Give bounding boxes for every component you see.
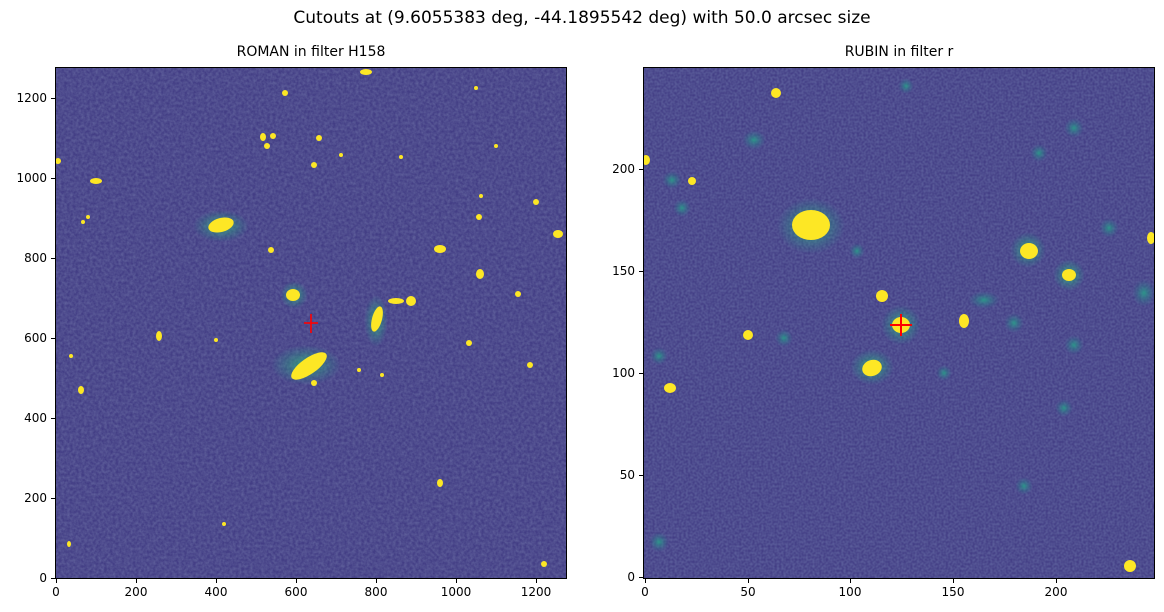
roman-xtick: 800	[364, 585, 388, 599]
roman-ytick: 200	[24, 491, 47, 505]
roman-ytick: 0	[39, 571, 47, 585]
rubin-panel-title: RUBIN in filter r	[844, 44, 954, 60]
roman-image-axes	[55, 67, 567, 579]
roman-ytick: 400	[24, 411, 47, 425]
roman-xtick: 1200	[520, 585, 552, 599]
rubin-ytick: 0	[627, 570, 635, 584]
roman-xtick: 400	[204, 585, 228, 599]
rubin-ytick: 50	[619, 468, 635, 482]
roman-ytick: 1000	[16, 171, 47, 185]
rubin-xtick: 150	[941, 585, 965, 599]
rubin-image-axes	[643, 67, 1155, 579]
roman-xtick: 600	[284, 585, 308, 599]
rubin-xtick: 0	[641, 585, 649, 599]
rubin-cutout-image	[644, 68, 1154, 578]
roman-ytick: 800	[24, 251, 47, 265]
roman-xtick: 200	[124, 585, 148, 599]
rubin-xtick: 100	[838, 585, 862, 599]
roman-xtick: 1000	[440, 585, 472, 599]
figure-suptitle: Cutouts at (9.6055383 deg, -44.1895542 d…	[293, 8, 871, 28]
rubin-ytick: 150	[612, 264, 635, 278]
rubin-xtick: 200	[1044, 585, 1068, 599]
roman-xtick: 0	[52, 585, 60, 599]
roman-panel-title: ROMAN in filter H158	[236, 44, 386, 60]
rubin-ytick: 100	[612, 366, 635, 380]
roman-ytick: 1200	[16, 91, 47, 105]
roman-ytick: 600	[24, 331, 47, 345]
roman-target-marker	[304, 314, 318, 333]
rubin-target-marker	[890, 314, 912, 336]
roman-cutout-image	[56, 68, 566, 578]
rubin-xtick: 50	[740, 585, 756, 599]
rubin-ytick: 200	[612, 162, 635, 176]
